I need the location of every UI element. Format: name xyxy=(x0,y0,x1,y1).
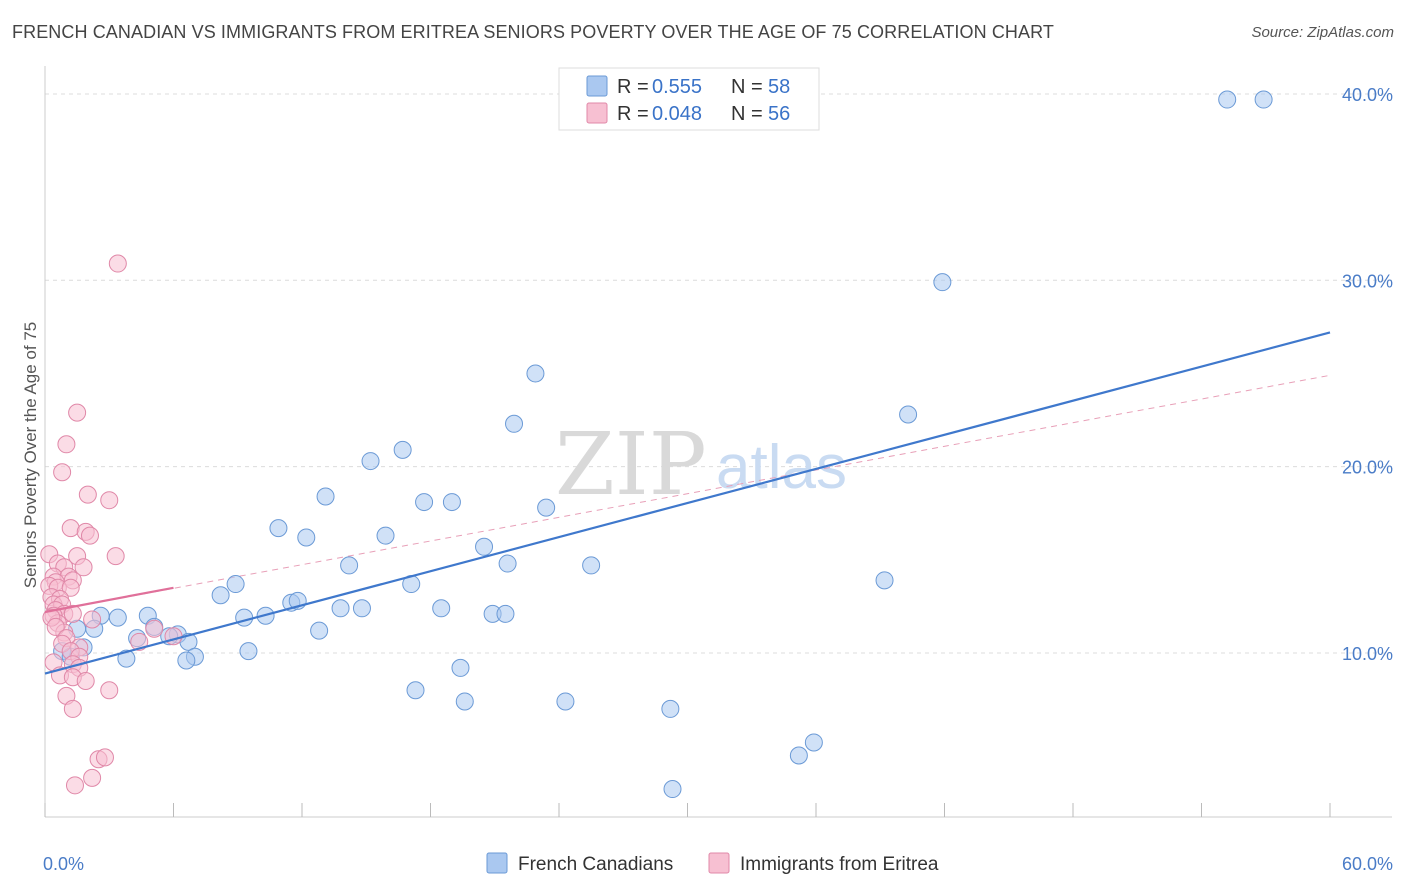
point-immigrants-eritrea xyxy=(100,681,119,700)
point-immigrants-eritrea xyxy=(61,519,80,538)
watermark-zip: ZIP xyxy=(555,415,707,515)
series-legend-immigrants-eritrea: Immigrants from Eritrea xyxy=(740,854,939,875)
point-french-canadians xyxy=(496,604,515,623)
trend-line-french-canadians xyxy=(44,331,1331,675)
legend-n-label: N = xyxy=(731,76,763,98)
point-french-canadians xyxy=(899,405,918,424)
point-french-canadians xyxy=(804,733,823,752)
legend-n-label: N = xyxy=(731,103,763,125)
point-immigrants-eritrea xyxy=(95,748,114,767)
y-tick-label: 10.0% xyxy=(1342,644,1393,664)
point-french-canadians xyxy=(663,780,682,799)
legend-swatch-french-canadians xyxy=(586,75,608,97)
point-immigrants-eritrea xyxy=(63,699,82,718)
x-tick-label: 60.0% xyxy=(1342,854,1393,874)
legend-r-label: R = xyxy=(617,76,649,98)
point-immigrants-eritrea xyxy=(78,485,97,504)
point-french-canadians xyxy=(226,575,245,594)
point-french-canadians xyxy=(316,487,335,506)
point-french-canadians xyxy=(177,651,196,670)
data-points xyxy=(40,90,1331,799)
legend-swatch-immigrants-eritrea xyxy=(586,102,608,124)
point-immigrants-eritrea xyxy=(68,403,87,422)
point-french-canadians xyxy=(331,599,350,618)
point-french-canadians xyxy=(361,452,380,471)
point-french-canadians xyxy=(789,746,808,765)
point-french-canadians xyxy=(875,571,894,590)
point-french-canadians xyxy=(661,699,680,718)
point-french-canadians xyxy=(415,493,434,512)
point-french-canadians xyxy=(451,658,470,677)
point-french-canadians xyxy=(310,621,329,640)
point-immigrants-eritrea xyxy=(61,578,80,597)
point-french-canadians xyxy=(1254,90,1273,109)
legend-r-value: 0.555 xyxy=(652,76,702,98)
point-french-canadians xyxy=(582,556,601,575)
trend-line-extended xyxy=(44,374,1331,613)
point-french-canadians xyxy=(235,608,254,627)
point-immigrants-eritrea xyxy=(164,627,183,646)
point-french-canadians xyxy=(269,519,288,538)
legend-n-value: 56 xyxy=(768,103,790,125)
point-immigrants-eritrea xyxy=(145,619,164,638)
series-legend-swatch-immigrants-eritrea xyxy=(708,852,730,874)
y-axis-label: Seniors Poverty Over the Age of 75 xyxy=(21,322,40,588)
point-french-canadians xyxy=(537,498,556,517)
point-french-canadians xyxy=(108,608,127,627)
point-immigrants-eritrea xyxy=(83,610,102,629)
point-immigrants-eritrea xyxy=(65,776,84,795)
legend-r-label: R = xyxy=(617,103,649,125)
grid-lines xyxy=(45,93,1392,654)
series-legend-french-canadians: French Canadians xyxy=(518,854,673,875)
point-immigrants-eritrea xyxy=(74,558,93,577)
point-immigrants-eritrea xyxy=(100,491,119,510)
legend-r-value: 0.048 xyxy=(652,103,702,125)
axes xyxy=(44,66,1392,818)
point-immigrants-eritrea xyxy=(106,547,125,566)
series-legend-swatch-french-canadians xyxy=(486,852,508,874)
point-french-canadians xyxy=(526,364,545,383)
legend: R = 0.555 N = 58 R = 0.048 N = 56 xyxy=(558,67,820,131)
point-french-canadians xyxy=(475,537,494,556)
trend-line-immigrants-eritrea xyxy=(44,586,174,614)
point-french-canadians xyxy=(556,692,575,711)
point-immigrants-eritrea xyxy=(108,254,127,273)
point-french-canadians xyxy=(455,692,474,711)
y-tick-label: 40.0% xyxy=(1342,85,1393,105)
point-immigrants-eritrea xyxy=(130,632,149,651)
x-tick-label: 0.0% xyxy=(43,854,84,874)
y-tick-label: 20.0% xyxy=(1342,458,1393,478)
source-label: Source: ZipAtlas.com xyxy=(1251,24,1394,41)
point-immigrants-eritrea xyxy=(53,463,72,482)
point-french-canadians xyxy=(352,599,371,618)
point-immigrants-eritrea xyxy=(57,435,76,454)
point-immigrants-eritrea xyxy=(83,768,102,787)
point-french-canadians xyxy=(340,556,359,575)
point-french-canadians xyxy=(393,440,412,459)
trend-lines xyxy=(44,374,1331,613)
y-tick-label: 30.0% xyxy=(1342,271,1393,291)
point-immigrants-eritrea xyxy=(76,671,95,690)
point-french-canadians xyxy=(406,681,425,700)
point-french-canadians xyxy=(239,642,258,661)
point-french-canadians xyxy=(117,649,136,668)
legend-n-value: 58 xyxy=(768,76,790,98)
point-french-canadians xyxy=(432,599,451,618)
point-french-canadians xyxy=(505,414,524,433)
point-immigrants-eritrea xyxy=(80,526,99,545)
point-french-canadians xyxy=(498,554,517,573)
point-french-canadians xyxy=(442,493,461,512)
series-legend: French Canadians Immigrants from Eritrea xyxy=(486,852,939,875)
point-french-canadians xyxy=(1218,90,1237,109)
chart-title: FRENCH CANADIAN VS IMMIGRANTS FROM ERITR… xyxy=(12,22,1055,42)
point-french-canadians xyxy=(211,586,230,605)
x-tick-labels: 0.0% 60.0% xyxy=(43,854,1393,874)
y-tick-labels: 10.0% 20.0% 30.0% 40.0% xyxy=(1342,85,1393,664)
point-french-canadians xyxy=(376,526,395,545)
point-immigrants-eritrea xyxy=(46,617,65,636)
point-french-canadians xyxy=(933,273,952,292)
point-immigrants-eritrea xyxy=(63,604,82,623)
point-french-canadians xyxy=(297,528,316,547)
